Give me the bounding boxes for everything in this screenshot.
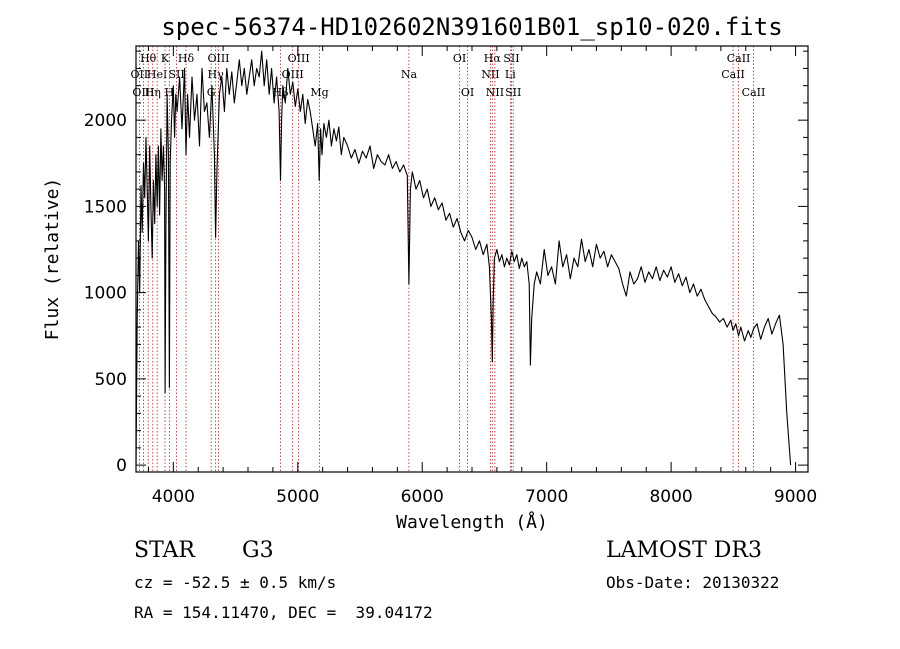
line-markers: OIIOIIIHθHηHeIKHSIIHδGHγOIIIHβOIIIOIIIMg… bbox=[131, 46, 766, 472]
line-marker-label: OIII bbox=[207, 52, 229, 65]
line-marker-label: CaII bbox=[721, 68, 745, 81]
observation-date: Obs-Date: 20130322 bbox=[606, 573, 780, 592]
x-tick-label: 6000 bbox=[401, 487, 444, 507]
line-marker-label: CaII bbox=[742, 86, 766, 99]
line-marker-label: HeI bbox=[147, 68, 167, 81]
x-axis-label: Wavelength (Å) bbox=[396, 511, 548, 533]
line-marker-label: SII bbox=[503, 52, 519, 65]
line-marker-label: K bbox=[161, 52, 170, 65]
object-class: STAR bbox=[134, 538, 195, 563]
plot-frame bbox=[135, 45, 809, 473]
line-marker-label: Na bbox=[401, 68, 418, 81]
y-tick-label: 500 bbox=[95, 370, 127, 390]
axes: 4000 5000 6000 7000 8000 9000 0 500 1000 1500 2000 bbox=[84, 46, 817, 507]
line-marker-label: NII bbox=[481, 68, 499, 81]
line-marker-label: Hα bbox=[484, 52, 502, 65]
line-marker-label: SII bbox=[505, 86, 521, 99]
x-tick-label: 8000 bbox=[649, 487, 692, 507]
chart-title: spec-56374-HD102602N391601B01_sp10-020.f… bbox=[161, 13, 782, 41]
y-tick-label: 1000 bbox=[84, 284, 127, 304]
line-marker-label: OI bbox=[453, 52, 466, 65]
spectrum-line bbox=[135, 50, 792, 466]
x-tick-label: 9000 bbox=[774, 487, 817, 507]
x-tick-label: 7000 bbox=[525, 487, 568, 507]
y-axis-label: Flux (relative) bbox=[42, 178, 63, 341]
line-marker-label: OIII bbox=[288, 52, 310, 65]
line-marker-label: Hδ bbox=[178, 52, 195, 65]
line-marker-label: NII bbox=[486, 86, 504, 99]
spectral-subclass: G3 bbox=[242, 538, 274, 563]
y-tick-label: 1500 bbox=[84, 197, 127, 217]
line-marker-label: H bbox=[165, 86, 175, 99]
line-marker-label: SII bbox=[168, 68, 184, 81]
survey-name: LAMOST DR3 bbox=[606, 538, 762, 563]
line-marker-label: Mg bbox=[310, 86, 328, 99]
line-marker-label: OII bbox=[131, 68, 149, 81]
x-tick-label: 5000 bbox=[276, 487, 319, 507]
line-marker-label: OIII bbox=[282, 68, 304, 81]
line-marker-label: Hη bbox=[145, 86, 161, 99]
x-tick-label: 4000 bbox=[152, 487, 195, 507]
line-marker-label: Hθ bbox=[140, 52, 157, 65]
line-marker-label: OIII bbox=[132, 86, 154, 99]
spectrum-series bbox=[135, 50, 792, 466]
sky-coordinates: RA = 154.11470, DEC = 39.04172 bbox=[134, 603, 433, 622]
line-marker-label: OI bbox=[461, 86, 474, 99]
radial-velocity: cz = -52.5 ± 0.5 km/s bbox=[134, 573, 337, 592]
line-marker-label: CaII bbox=[727, 52, 751, 65]
y-tick-label: 2000 bbox=[84, 111, 127, 131]
line-marker-label: Hγ bbox=[208, 68, 225, 81]
y-tick-label: 0 bbox=[116, 456, 127, 476]
line-marker-label: Li bbox=[505, 68, 516, 81]
